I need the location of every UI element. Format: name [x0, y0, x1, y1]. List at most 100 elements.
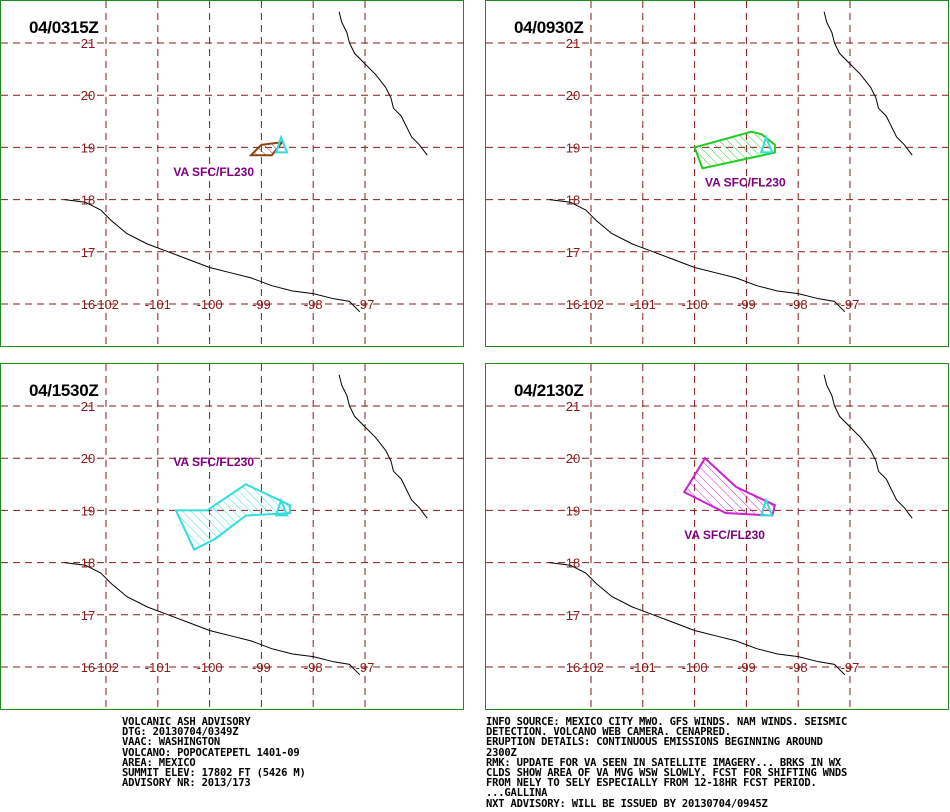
latitude-label: 21 [81, 36, 95, 51]
map-panel-3: 21 20 19 18 17 16 -102 -101 -100 -99 -98 -97 VA SFC/… [0, 363, 465, 711]
latitude-label: 16 [566, 660, 580, 675]
advisory-line: DTG: 20130704/0349Z [122, 726, 239, 739]
longitude-label: -102 [93, 660, 119, 675]
ash-cloud-polygon [174, 483, 291, 551]
map-panel-1: 21 20 19 18 17 16 -102 -101 -100 -99 -98 -97 VA SFC/… [0, 0, 465, 348]
lat-lon-grid [1, 364, 465, 711]
latitude-label: 21 [566, 36, 580, 51]
longitude-label: -101 [630, 297, 656, 312]
pacific-coastline [64, 199, 361, 313]
longitude-label: -99 [737, 660, 756, 675]
latitude-label: 19 [566, 140, 580, 155]
longitude-label: -98 [789, 297, 808, 312]
latitude-label: 19 [81, 140, 95, 155]
longitude-label: -102 [578, 660, 604, 675]
pacific-coastline [549, 562, 846, 676]
advisory-line: SUMMIT ELEV: 17802 FT (5426 M) [122, 766, 306, 779]
longitude-label: -100 [197, 660, 223, 675]
latitude-label: 19 [81, 503, 95, 518]
ash-cloud-polygon [248, 140, 285, 157]
latitude-label: 18 [81, 556, 95, 571]
latitude-label: 16 [81, 660, 95, 675]
longitude-label: -100 [682, 297, 708, 312]
gulf-coastline [823, 11, 913, 156]
longitude-label: -97 [841, 297, 860, 312]
ash-layer-label: VA SFC/FL230 [684, 528, 765, 542]
volcano-triangle-icon [274, 497, 289, 517]
ash-layer-label: VA SFC/FL230 [705, 176, 786, 190]
map-canvas-3: 21 20 19 18 17 16-102 -101 -100 -99 -98 -97 VA SFC/… [1, 364, 465, 711]
longitude-label: -99 [737, 297, 756, 312]
longitude-label: -100 [682, 660, 708, 675]
pacific-coastline [64, 562, 361, 676]
advisory-line: INFO SOURCE: MEXICO CITY MWO. GFS WINDS.… [486, 716, 848, 728]
advisory-line: VOLCANIC ASH ADVISORY [122, 716, 251, 728]
map-panel-4: 21 20 19 18 17 16 -102 -101 -100 -99 -98 -97 VA SFC/… [485, 363, 950, 711]
advisory-line: CLDS SHOW AREA OF VA MVG WSW SLOWLY. FCS… [486, 766, 848, 779]
longitude-label: -97 [356, 297, 375, 312]
latitude-label: 20 [566, 451, 580, 466]
volcano-triangle-icon [759, 497, 774, 517]
longitude-label: -99 [252, 297, 271, 312]
map-canvas-4: 21 20 19 18 17 16-102 -101 -100 -99 -98 -97 VA SFC/… [486, 364, 950, 711]
advisory-line: NXT ADVISORY: WILL BE ISSUED BY 20130704… [486, 797, 768, 810]
latitude-label: 17 [81, 245, 95, 260]
map-panel-2: 21 20 19 18 17 16 -102 -101 -100 -99 -98 -97 VA SFC/… [485, 0, 950, 348]
map-canvas-2: 21 20 19 18 17 16-102 -101 -100 -99 -98 -97 VA SFC/… [486, 1, 950, 348]
latitude-label: 17 [566, 608, 580, 623]
ash-cloud-polygon [682, 456, 777, 517]
latitude-label: 17 [81, 608, 95, 623]
latitude-label: 18 [566, 193, 580, 208]
latitude-label: 18 [566, 556, 580, 571]
advisory-line: RMK: UPDATE FOR VA SEEN IN SATELLITE IMA… [486, 756, 842, 769]
panel-title: 04/2130Z [514, 381, 584, 400]
ash-cloud-polygon [693, 130, 776, 170]
lat-lon-grid [486, 1, 950, 348]
advisory-header-text: VOLCANIC ASH ADVISORY DTG: 20130704/0349Z… [122, 716, 306, 790]
latitude-label: 20 [81, 451, 95, 466]
longitude-label: -101 [630, 660, 656, 675]
latitude-label: 16 [566, 297, 580, 312]
latitude-label: 20 [566, 88, 580, 103]
latitude-label: 21 [81, 399, 95, 414]
advisory-line: ...GALLINA [486, 787, 548, 800]
latitude-label: 19 [566, 503, 580, 518]
longitude-label: -101 [145, 660, 171, 675]
gulf-coastline [338, 11, 428, 156]
panel-title: 04/0930Z [514, 18, 584, 37]
advisory-remarks-text: INFO SOURCE: MEXICO CITY MWO. GFS WINDS.… [486, 717, 847, 809]
latitude-label: 20 [81, 88, 95, 103]
gulf-coastline [338, 374, 428, 519]
latitude-label: 21 [566, 399, 580, 414]
longitude-label: -97 [841, 660, 860, 675]
latitude-label: 16 [81, 297, 95, 312]
longitude-label: -98 [304, 297, 323, 312]
longitude-label: -102 [578, 297, 604, 312]
longitude-label: -100 [197, 297, 223, 312]
advisory-line: DETECTION. VOLCANO WEB CAMERA. CENAPRED. [486, 726, 731, 739]
advisory-line: VAAC: WASHINGTON [122, 736, 220, 749]
volcano-triangle-icon [274, 134, 289, 154]
longitude-label: -102 [93, 297, 119, 312]
gulf-coastline [823, 374, 913, 519]
panel-title: 04/0315Z [29, 18, 99, 37]
map-canvas-1: 21 20 19 18 17 16-102 -101 -100 -99 -98 -97 VA SFC/… [1, 1, 465, 348]
volcano-triangle-icon [759, 134, 774, 154]
pacific-coastline [549, 199, 846, 313]
advisory-line: FROM NELY TO SELY ESPECIALLY FROM 12-18H… [486, 777, 817, 790]
latitude-label: 17 [566, 245, 580, 260]
panel-title: 04/1530Z [29, 381, 99, 400]
longitude-label: -101 [145, 297, 171, 312]
advisory-line: ADVISORY NR: 2013/173 [122, 777, 251, 790]
advisory-line: 2300Z [486, 746, 517, 759]
longitude-label: -98 [304, 660, 323, 675]
lat-lon-grid [1, 1, 465, 348]
longitude-label: -97 [356, 660, 375, 675]
lat-lon-grid [486, 364, 950, 711]
ash-layer-label: VA SFC/FL230 [173, 455, 254, 469]
advisory-line: ERUPTION DETAILS: CONTINUOUS EMISSIONS B… [486, 736, 823, 749]
latitude-label: 18 [81, 193, 95, 208]
advisory-line: AREA: MEXICO [122, 756, 196, 769]
ash-layer-label: VA SFC/FL230 [173, 165, 254, 179]
advisory-line: VOLCANO: POPOCATEPETL 1401-09 [122, 746, 300, 759]
